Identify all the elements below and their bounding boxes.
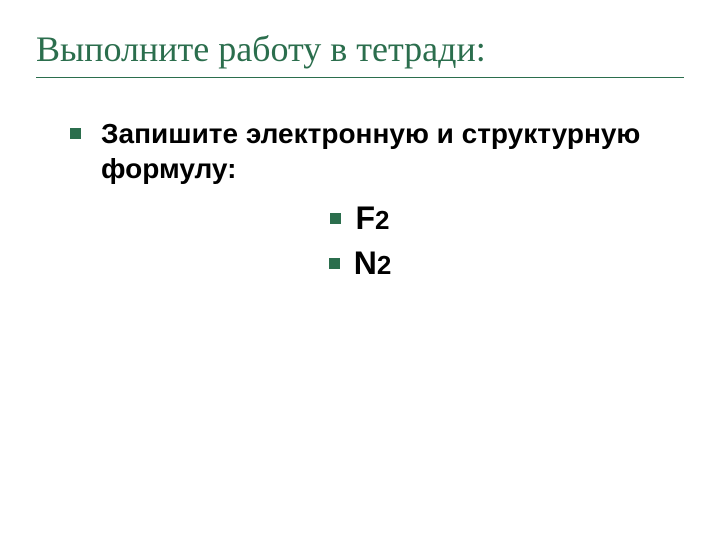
content-area: Запишите электронную и структурную форму… bbox=[36, 88, 684, 282]
formula-element: F bbox=[355, 200, 375, 236]
list-item: Запишите электронную и структурную форму… bbox=[70, 116, 684, 186]
sub-list-item: N2 bbox=[36, 245, 684, 282]
list-item-text: Запишите электронную и структурную форму… bbox=[101, 116, 684, 186]
sub-list-item: F2 bbox=[36, 200, 684, 237]
square-bullet-icon bbox=[329, 258, 340, 269]
formula-subscript: 2 bbox=[375, 205, 389, 235]
square-bullet-icon bbox=[330, 213, 341, 224]
formula-element: N bbox=[354, 245, 377, 281]
formula-subscript: 2 bbox=[377, 250, 391, 280]
sub-list: F2N2 bbox=[36, 200, 684, 282]
formula-text: F2 bbox=[355, 200, 389, 237]
title-underline bbox=[36, 77, 684, 78]
square-bullet-icon bbox=[70, 128, 81, 139]
formula-text: N2 bbox=[354, 245, 392, 282]
slide-title: Выполните работу в тетради: bbox=[36, 28, 684, 71]
slide-container: Выполните работу в тетради: Запишите эле… bbox=[0, 0, 720, 540]
